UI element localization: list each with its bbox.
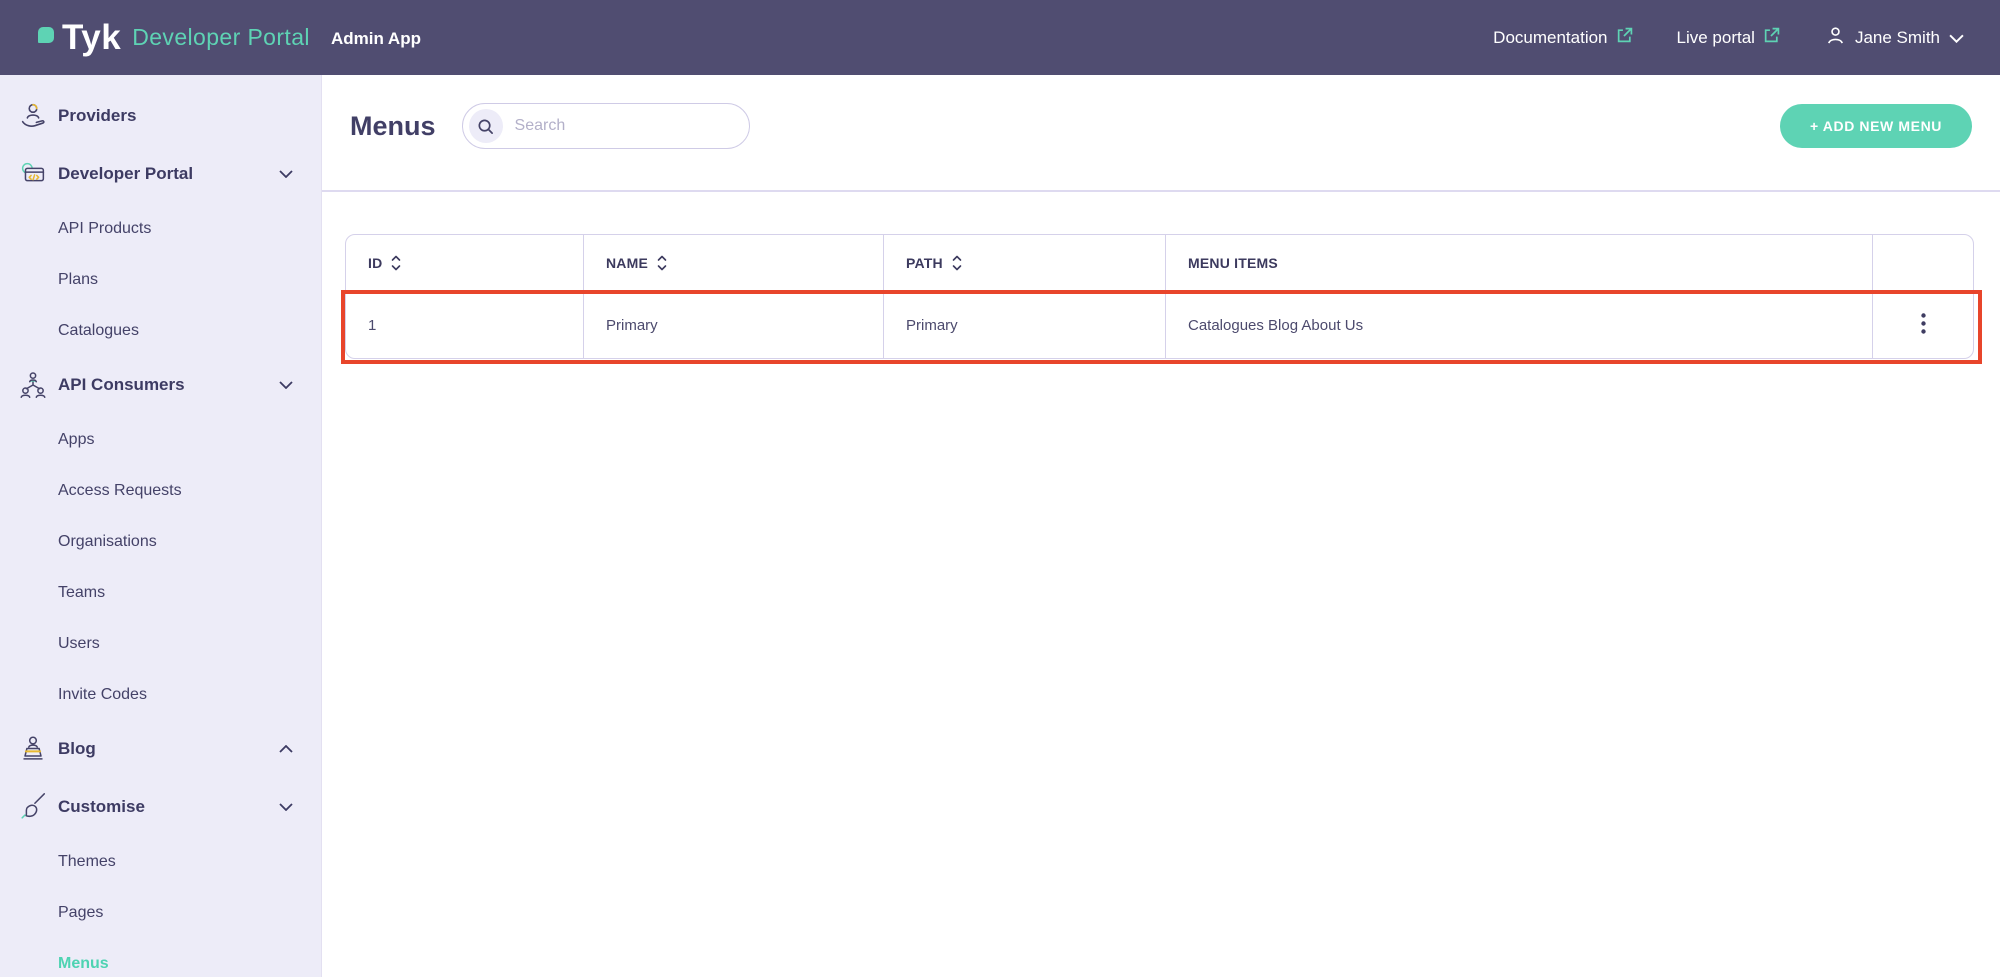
search-icon bbox=[468, 109, 503, 143]
documentation-link[interactable]: Documentation bbox=[1493, 27, 1632, 49]
sidebar-item-api-products[interactable]: API Products bbox=[0, 203, 321, 254]
sidebar-item-menus[interactable]: Menus bbox=[0, 938, 321, 977]
row-actions-button[interactable] bbox=[1911, 307, 1936, 343]
user-icon bbox=[1824, 24, 1847, 52]
brand-name: Tyk bbox=[62, 17, 122, 57]
chevron-down-icon bbox=[279, 803, 293, 811]
sidebar-item-developer-portal[interactable]: Developer Portal bbox=[0, 145, 321, 203]
sidebar-item-organisations[interactable]: Organisations bbox=[0, 516, 321, 567]
customise-icon bbox=[16, 790, 50, 824]
column-header-actions bbox=[1873, 235, 1973, 291]
sidebar-item-label: Customise bbox=[58, 797, 145, 816]
add-new-menu-button[interactable]: + ADD NEW MENU bbox=[1780, 104, 1972, 148]
sidebar-item-label: Teams bbox=[58, 583, 106, 601]
sidebar-item-label: Blog bbox=[58, 739, 96, 758]
column-label: NAME bbox=[606, 255, 649, 271]
column-header-id[interactable]: ID bbox=[346, 235, 584, 291]
page-title: Menus bbox=[350, 110, 436, 141]
sort-icon[interactable] bbox=[952, 255, 962, 271]
sidebar-item-invite-codes[interactable]: Invite Codes bbox=[0, 669, 321, 720]
sidebar-item-api-consumers[interactable]: API Consumers bbox=[0, 356, 321, 414]
sidebar-item-plans[interactable]: Plans bbox=[0, 254, 321, 305]
column-header-name[interactable]: NAME bbox=[584, 235, 884, 291]
sidebar-item-label: Providers bbox=[58, 106, 137, 125]
providers-icon bbox=[16, 99, 50, 133]
documentation-link-label: Documentation bbox=[1493, 27, 1608, 47]
menus-table: ID NAME PATH bbox=[345, 234, 1974, 359]
sidebar-item-label: Apps bbox=[58, 430, 95, 448]
user-name: Jane Smith bbox=[1854, 27, 1940, 47]
sort-icon[interactable] bbox=[657, 255, 667, 271]
table-row[interactable]: 1 Primary Primary Catalogues Blog About … bbox=[346, 292, 1973, 358]
external-link-icon bbox=[1608, 27, 1633, 49]
sidebar-item-label: Invite Codes bbox=[58, 685, 147, 703]
sidebar-item-customise[interactable]: Customise bbox=[0, 778, 321, 836]
tyk-leaf-icon bbox=[38, 26, 54, 43]
sidebar-item-label: Plans bbox=[58, 270, 99, 288]
chevron-up-icon bbox=[279, 745, 293, 753]
table-header-row: ID NAME PATH bbox=[346, 235, 1973, 292]
tyk-logo[interactable]: Tyk Developer Portal bbox=[38, 18, 310, 58]
sidebar-item-label: Users bbox=[58, 634, 100, 652]
cell-id: 1 bbox=[346, 292, 584, 358]
column-header-path[interactable]: PATH bbox=[884, 235, 1166, 291]
sort-icon[interactable] bbox=[391, 255, 401, 271]
chevron-down-icon bbox=[279, 170, 293, 178]
sidebar-item-label: Organisations bbox=[58, 532, 157, 550]
sidebar-item-label: API Consumers bbox=[58, 375, 185, 394]
header-nav: Documentation Live portal Jane Smith bbox=[1493, 24, 1964, 52]
sidebar-item-label: Themes bbox=[58, 852, 116, 870]
column-label: MENU ITEMS bbox=[1188, 255, 1278, 271]
api-consumers-icon bbox=[16, 368, 50, 402]
external-link-icon bbox=[1755, 27, 1780, 49]
app-name-label: Admin App bbox=[330, 29, 421, 48]
page-header: Menus + ADD NEW MENU bbox=[322, 75, 2000, 149]
live-portal-link[interactable]: Live portal bbox=[1677, 27, 1780, 49]
sidebar-item-catalogues[interactable]: Catalogues bbox=[0, 305, 321, 356]
main-content: Menus + ADD NEW MENU ID NAME bbox=[322, 75, 2000, 977]
search-input[interactable] bbox=[514, 117, 735, 135]
blog-icon bbox=[16, 732, 50, 766]
menus-table-wrap: ID NAME PATH bbox=[341, 234, 1982, 364]
cell-actions bbox=[1873, 292, 1973, 358]
cell-menu-items: Catalogues Blog About Us bbox=[1166, 292, 1873, 358]
column-header-menu-items: MENU ITEMS bbox=[1166, 235, 1873, 291]
sidebar-item-label: Access Requests bbox=[58, 481, 182, 499]
sidebar-item-access-requests[interactable]: Access Requests bbox=[0, 465, 321, 516]
developer-portal-icon bbox=[16, 157, 50, 191]
sidebar-nav: Providers Developer Portal API Products … bbox=[0, 75, 322, 977]
brand-product-name: Developer Portal bbox=[132, 24, 310, 50]
user-menu[interactable]: Jane Smith bbox=[1824, 24, 1964, 52]
chevron-down-icon bbox=[1949, 28, 1964, 48]
column-label: PATH bbox=[906, 255, 943, 271]
sidebar-item-label: Catalogues bbox=[58, 321, 139, 339]
sidebar-item-users[interactable]: Users bbox=[0, 618, 321, 669]
sidebar-item-themes[interactable]: Themes bbox=[0, 836, 321, 887]
sidebar-item-providers[interactable]: Providers bbox=[0, 87, 321, 145]
chevron-down-icon bbox=[279, 381, 293, 389]
kebab-menu-icon bbox=[1920, 313, 1926, 337]
column-label: ID bbox=[368, 255, 383, 271]
sidebar-item-label: Developer Portal bbox=[58, 164, 194, 183]
section-divider bbox=[322, 190, 2000, 192]
cell-path: Primary bbox=[884, 292, 1166, 358]
sidebar-item-label: Pages bbox=[58, 903, 104, 921]
sidebar-item-teams[interactable]: Teams bbox=[0, 567, 321, 618]
sidebar-item-apps[interactable]: Apps bbox=[0, 414, 321, 465]
search-box[interactable] bbox=[461, 103, 750, 149]
live-portal-link-label: Live portal bbox=[1676, 27, 1755, 47]
cell-name: Primary bbox=[584, 292, 884, 358]
sidebar-item-blog[interactable]: Blog bbox=[0, 720, 321, 778]
sidebar-item-label: Menus bbox=[58, 954, 109, 972]
sidebar-item-label: API Products bbox=[58, 219, 152, 237]
sidebar-item-pages[interactable]: Pages bbox=[0, 887, 321, 938]
top-header: Tyk Developer Portal Admin App Documenta… bbox=[0, 0, 2000, 75]
